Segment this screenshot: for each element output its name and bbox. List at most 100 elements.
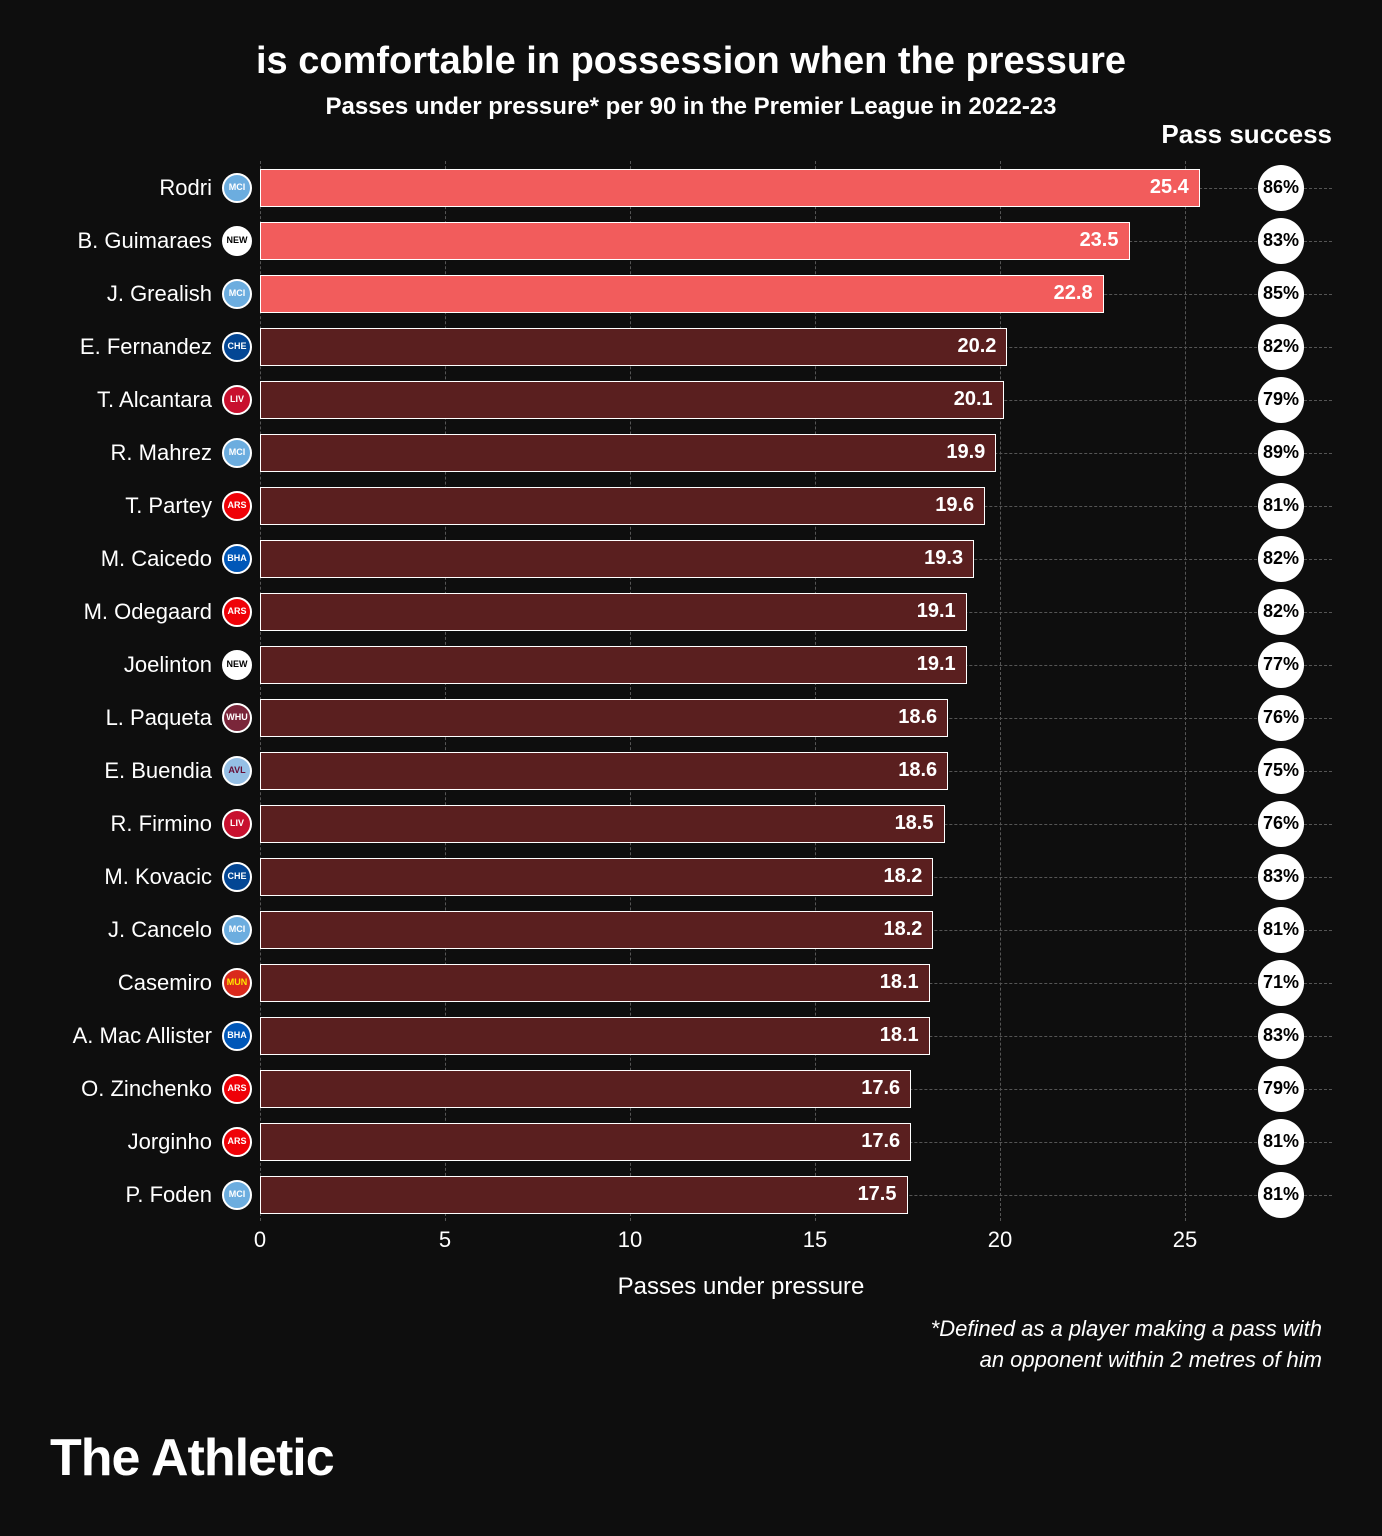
pass-success-badge: 81% xyxy=(1258,907,1304,953)
player-name: E. Fernandez xyxy=(80,334,212,360)
chart-row: R. MahrezMCI19.989% xyxy=(260,434,1222,472)
bar-value: 19.9 xyxy=(946,441,985,464)
gridline-v xyxy=(1000,161,1001,1221)
bar: 18.6 xyxy=(260,699,948,737)
x-tick-label: 5 xyxy=(439,1227,451,1253)
player-name: E. Buendia xyxy=(104,758,212,784)
bar: 22.8 xyxy=(260,275,1104,313)
bar: 18.1 xyxy=(260,964,930,1002)
team-badge-icon: MCI xyxy=(222,279,252,309)
team-badge-icon: BHA xyxy=(222,544,252,574)
bar: 18.6 xyxy=(260,752,948,790)
chart-row: R. FirminoLIV18.576% xyxy=(260,805,1222,843)
team-badge-icon: MUN xyxy=(222,968,252,998)
bar: 20.2 xyxy=(260,328,1007,366)
player-name: T. Partey xyxy=(125,493,212,519)
team-badge-icon: NEW xyxy=(222,650,252,680)
bar: 18.2 xyxy=(260,911,933,949)
bar-value: 18.2 xyxy=(883,918,922,941)
team-badge-icon: ARS xyxy=(222,597,252,627)
pass-success-badge: 75% xyxy=(1258,748,1304,794)
bar-value: 19.1 xyxy=(917,653,956,676)
team-badge-icon: ARS xyxy=(222,1127,252,1157)
x-tick-label: 10 xyxy=(618,1227,642,1253)
pass-success-badge: 89% xyxy=(1258,430,1304,476)
bar: 17.6 xyxy=(260,1070,911,1108)
bar-value: 19.3 xyxy=(924,547,963,570)
gridline-v xyxy=(260,161,261,1221)
chart-row: JorginhoARS17.681% xyxy=(260,1123,1222,1161)
bar-value: 19.1 xyxy=(917,600,956,623)
gridline-v xyxy=(445,161,446,1221)
chart-row: T. AlcantaraLIV20.179% xyxy=(260,381,1222,419)
player-name: O. Zinchenko xyxy=(81,1076,212,1102)
team-badge-icon: AVL xyxy=(222,756,252,786)
chart-title: is comfortable in possession when the pr… xyxy=(50,40,1332,83)
bar: 20.1 xyxy=(260,381,1004,419)
bar-value: 25.4 xyxy=(1150,176,1189,199)
player-name: M. Kovacic xyxy=(104,864,212,890)
chart-row: L. PaquetaWHU18.676% xyxy=(260,699,1222,737)
player-name: T. Alcantara xyxy=(97,387,212,413)
player-name: M. Odegaard xyxy=(84,599,212,625)
footnote: *Defined as a player making a pass with … xyxy=(931,1314,1322,1376)
player-name: A. Mac Allister xyxy=(73,1023,212,1049)
pass-success-badge: 82% xyxy=(1258,324,1304,370)
bar: 19.6 xyxy=(260,487,985,525)
chart-row: E. BuendiaAVL18.675% xyxy=(260,752,1222,790)
footnote-line: *Defined as a player making a pass with xyxy=(931,1314,1322,1345)
bar-value: 17.6 xyxy=(861,1077,900,1100)
gridline-v xyxy=(1185,161,1186,1221)
player-name: J. Grealish xyxy=(107,281,212,307)
player-name: Jorginho xyxy=(128,1129,212,1155)
bar: 25.4 xyxy=(260,169,1200,207)
chart-row: A. Mac AllisterBHA18.183% xyxy=(260,1017,1222,1055)
x-tick-label: 0 xyxy=(254,1227,266,1253)
x-tick-label: 25 xyxy=(1173,1227,1197,1253)
chart-row: B. GuimaraesNEW23.583% xyxy=(260,222,1222,260)
pass-success-badge: 82% xyxy=(1258,589,1304,635)
team-badge-icon: MCI xyxy=(222,173,252,203)
player-name: J. Cancelo xyxy=(108,917,212,943)
pass-success-badge: 82% xyxy=(1258,536,1304,582)
player-name: R. Firmino xyxy=(111,811,212,837)
brand-logo: The Athletic xyxy=(50,1428,334,1488)
player-name: R. Mahrez xyxy=(111,440,212,466)
pass-success-header: Pass success xyxy=(1161,119,1332,150)
bar: 19.1 xyxy=(260,646,967,684)
pass-success-badge: 81% xyxy=(1258,483,1304,529)
chart-row: J. GrealishMCI22.885% xyxy=(260,275,1222,313)
chart-row: CasemiroMUN18.171% xyxy=(260,964,1222,1002)
bar-value: 22.8 xyxy=(1054,282,1093,305)
chart-row: O. ZinchenkoARS17.679% xyxy=(260,1070,1222,1108)
chart-subtitle: Passes under pressure* per 90 in the Pre… xyxy=(50,93,1332,121)
player-name: B. Guimaraes xyxy=(78,228,213,254)
bar-value: 20.2 xyxy=(957,335,996,358)
chart-row: T. ParteyARS19.681% xyxy=(260,487,1222,525)
bar-value: 23.5 xyxy=(1080,229,1119,252)
x-axis-label: Passes under pressure xyxy=(618,1273,865,1301)
pass-success-badge: 83% xyxy=(1258,1013,1304,1059)
gridline-v xyxy=(815,161,816,1221)
chart-row: E. FernandezCHE20.282% xyxy=(260,328,1222,366)
bar-value: 17.5 xyxy=(858,1183,897,1206)
team-badge-icon: ARS xyxy=(222,1074,252,1104)
bar: 19.9 xyxy=(260,434,996,472)
pass-success-badge: 79% xyxy=(1258,1066,1304,1112)
x-tick-label: 15 xyxy=(803,1227,827,1253)
team-badge-icon: LIV xyxy=(222,385,252,415)
bar-value: 18.2 xyxy=(883,865,922,888)
pass-success-badge: 77% xyxy=(1258,642,1304,688)
team-badge-icon: NEW xyxy=(222,226,252,256)
team-badge-icon: MCI xyxy=(222,438,252,468)
pass-success-badge: 83% xyxy=(1258,854,1304,900)
gridline-v xyxy=(630,161,631,1221)
chart-row: P. FodenMCI17.581% xyxy=(260,1176,1222,1214)
bar-value: 18.6 xyxy=(898,759,937,782)
team-badge-icon: MCI xyxy=(222,915,252,945)
pass-success-badge: 76% xyxy=(1258,695,1304,741)
player-name: P. Foden xyxy=(126,1182,212,1208)
pass-success-badge: 76% xyxy=(1258,801,1304,847)
chart-row: J. CanceloMCI18.281% xyxy=(260,911,1222,949)
player-name: M. Caicedo xyxy=(101,546,212,572)
